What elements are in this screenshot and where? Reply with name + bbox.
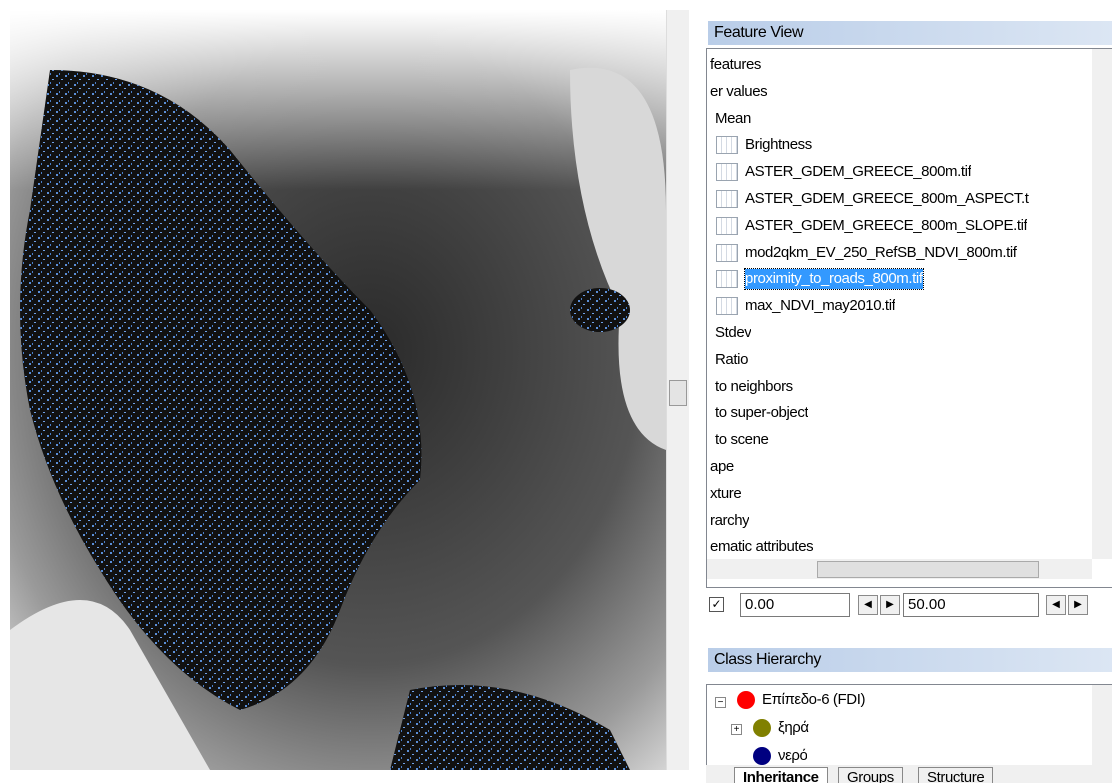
feature-item[interactable]: er values <box>710 82 767 102</box>
feature-item[interactable]: to super-object <box>715 403 808 423</box>
feature-item[interactable]: xture <box>710 484 741 504</box>
panel-title: Class Hierarchy <box>714 650 821 670</box>
max-input[interactable]: 50.00 <box>903 593 1039 617</box>
class-color <box>753 747 771 765</box>
map-view[interactable] <box>10 10 666 770</box>
feature-item[interactable]: to neighbors <box>715 377 793 397</box>
checkbox[interactable]: ✓ <box>709 597 724 612</box>
class-name[interactable]: νερό <box>778 746 807 763</box>
feature-icon <box>716 270 738 288</box>
panel-title: Feature View <box>714 23 803 43</box>
min-input[interactable]: 0.00 <box>740 593 850 617</box>
collapse-box[interactable]: − <box>715 697 726 708</box>
class-color <box>737 691 755 709</box>
v-scrollbar[interactable] <box>1092 685 1112 765</box>
feature-item[interactable]: ape <box>710 457 734 477</box>
feature-item[interactable]: features <box>710 55 761 75</box>
feature-icon <box>716 136 738 154</box>
feature-item[interactable]: Mean <box>715 109 751 129</box>
v-scrollbar[interactable] <box>1092 49 1112 559</box>
feature-item[interactable]: max_NDVI_may2010.tif <box>745 296 895 316</box>
feature-icon <box>716 163 738 181</box>
inc-button[interactable]: ▶ <box>880 595 900 615</box>
feature-icon <box>716 217 738 235</box>
feature-item[interactable]: ASTER_GDEM_GREECE_800m_SLOPE.tif <box>745 216 1027 236</box>
feature-item[interactable]: Ratio <box>715 350 748 370</box>
screen: {"feature_view": {"title": "Feature View… <box>0 0 1112 783</box>
feature-tree <box>706 48 1112 588</box>
dec-button[interactable]: ◀ <box>858 595 878 615</box>
map-scrollbar[interactable] <box>666 10 689 770</box>
tab[interactable]: Inheritance <box>734 767 828 783</box>
tab[interactable]: Structure <box>918 767 993 783</box>
feature-icon <box>716 244 738 262</box>
feature-item[interactable]: ASTER_GDEM_GREECE_800m.tif <box>745 162 971 182</box>
tab[interactable]: Groups <box>838 767 903 783</box>
feature-item[interactable]: Stdev <box>715 323 751 343</box>
expand-box[interactable]: + <box>731 724 742 735</box>
inc-button[interactable]: ▶ <box>1068 595 1088 615</box>
tab-bar: Inheritance Groups Structure <box>706 765 1112 783</box>
feature-item[interactable]: to scene <box>715 430 769 450</box>
dec-button[interactable]: ◀ <box>1046 595 1066 615</box>
feature-item[interactable]: proximity_to_roads_800m.tif <box>745 269 923 289</box>
class-color <box>753 719 771 737</box>
feature-item[interactable]: rarchy <box>710 511 749 531</box>
scroll-thumb[interactable] <box>669 380 687 406</box>
feature-item[interactable]: ASTER_GDEM_GREECE_800m_ASPECT.t <box>745 189 1029 209</box>
feature-item[interactable]: ematic attributes <box>710 537 813 557</box>
feature-item[interactable]: Brightness <box>745 135 812 155</box>
h-scroll-thumb[interactable] <box>817 561 1039 578</box>
feature-icon <box>716 297 738 315</box>
h-scrollbar[interactable] <box>707 559 1092 579</box>
island-pixels <box>570 288 630 332</box>
feature-item[interactable]: mod2qkm_EV_250_RefSB_NDVI_800m.tif <box>745 243 1017 263</box>
class-name[interactable]: ξηρά <box>778 718 809 738</box>
class-name[interactable]: Επίπεδο-6 (FDI) <box>762 690 865 710</box>
feature-icon <box>716 190 738 208</box>
